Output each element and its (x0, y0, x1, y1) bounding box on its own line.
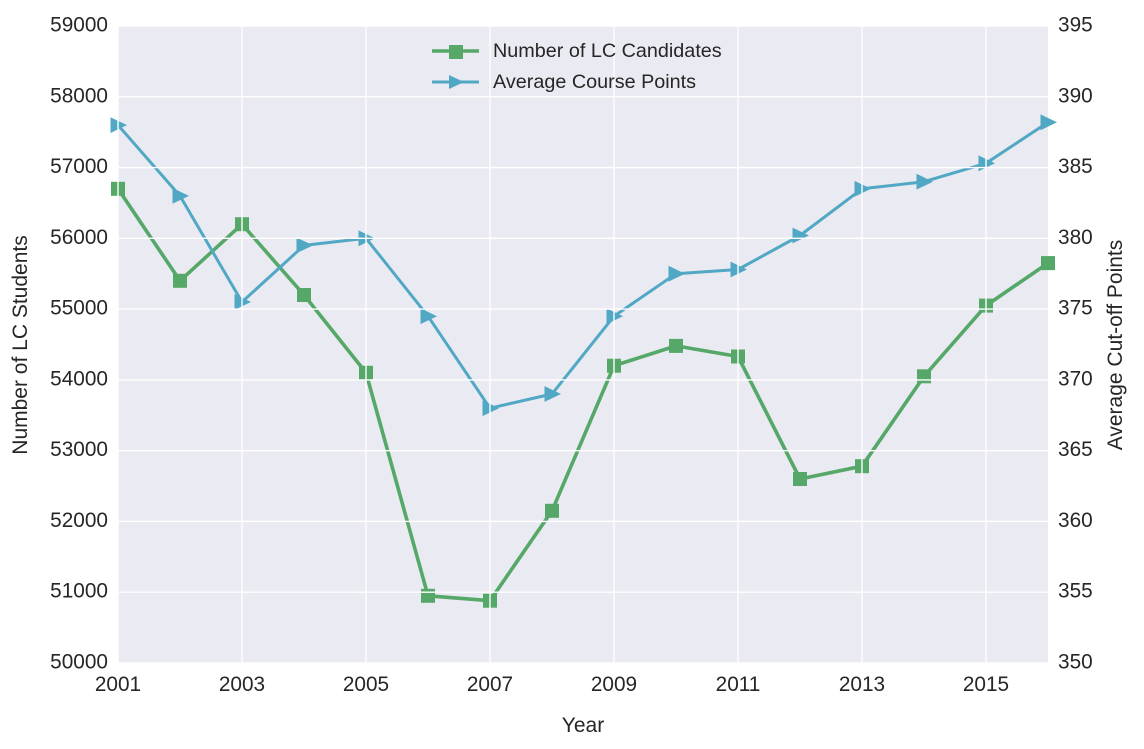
svg-text:2009: 2009 (591, 673, 637, 696)
svg-text:395: 395 (1058, 14, 1093, 37)
svg-text:365: 365 (1058, 438, 1093, 461)
svg-text:2007: 2007 (467, 673, 513, 696)
svg-text:2005: 2005 (343, 673, 389, 696)
svg-text:2001: 2001 (95, 673, 141, 696)
svg-text:355: 355 (1058, 580, 1093, 603)
svg-text:Number of LC Students: Number of LC Students (9, 235, 32, 454)
svg-text:57000: 57000 (50, 155, 108, 178)
svg-text:58000: 58000 (50, 84, 108, 107)
svg-text:350: 350 (1058, 651, 1093, 674)
svg-text:55000: 55000 (50, 297, 108, 320)
svg-text:2011: 2011 (716, 673, 761, 696)
svg-text:360: 360 (1058, 509, 1093, 532)
svg-text:53000: 53000 (50, 438, 108, 461)
svg-text:2003: 2003 (219, 673, 265, 696)
svg-text:390: 390 (1058, 84, 1093, 107)
svg-text:2015: 2015 (963, 673, 1009, 696)
svg-text:56000: 56000 (50, 226, 108, 249)
svg-text:Average Cut-off Points: Average Cut-off Points (1104, 240, 1127, 451)
svg-text:2013: 2013 (839, 673, 885, 696)
svg-text:59000: 59000 (50, 14, 108, 37)
svg-text:Year: Year (562, 714, 604, 737)
svg-text:385: 385 (1058, 155, 1093, 178)
svg-text:51000: 51000 (50, 580, 108, 603)
svg-text:54000: 54000 (50, 367, 108, 390)
svg-text:Average Course Points: Average Course Points (493, 71, 696, 93)
svg-text:Number of LC Candidates: Number of LC Candidates (493, 40, 722, 62)
svg-text:370: 370 (1058, 367, 1093, 390)
svg-text:52000: 52000 (50, 509, 108, 532)
svg-text:375: 375 (1058, 297, 1093, 320)
svg-text:380: 380 (1058, 226, 1093, 249)
svg-text:50000: 50000 (50, 651, 108, 674)
